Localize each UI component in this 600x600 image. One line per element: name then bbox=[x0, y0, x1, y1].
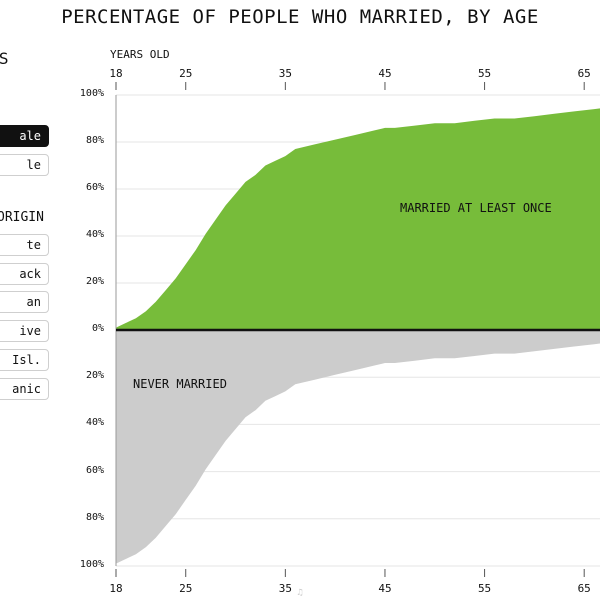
origin-button-hispanic[interactable]: anic bbox=[0, 378, 49, 400]
music-note-icon: ♫ bbox=[297, 588, 303, 598]
origin-button-white[interactable]: te bbox=[0, 234, 49, 256]
x-tick-label-top: 25 bbox=[179, 67, 193, 80]
y-tick-label: 100% bbox=[79, 559, 104, 570]
origin-button-asian[interactable]: an bbox=[0, 291, 49, 313]
x-tick-label-bottom: 35 bbox=[278, 582, 292, 595]
x-tick-label-top: 35 bbox=[278, 67, 292, 80]
y-tick-label: 0% bbox=[91, 323, 104, 334]
y-tick-label: 80% bbox=[85, 511, 104, 523]
x-tick-label-top: 65 bbox=[577, 67, 591, 80]
series-label-never-married: NEVER MARRIED bbox=[133, 377, 227, 391]
states-heading: ATES bbox=[0, 49, 9, 68]
x-tick-label-bottom: 25 bbox=[179, 582, 193, 595]
x-tick-label-bottom: 45 bbox=[378, 582, 392, 595]
y-tick-label: 80% bbox=[85, 135, 104, 146]
origin-button-pacific-isl[interactable]: Isl. bbox=[0, 349, 49, 371]
x-tick-label-bottom: 55 bbox=[477, 582, 492, 595]
page-title: PERCENTAGE OF PEOPLE WHO MARRIED, BY AGE bbox=[61, 6, 539, 28]
x-tick-label-bottom: 18 bbox=[109, 582, 123, 595]
x-tick-label-top: 45 bbox=[378, 67, 392, 80]
y-tick-label: 40% bbox=[85, 229, 104, 240]
sex-button-female[interactable]: le bbox=[0, 154, 49, 176]
x-axis-title: YEARS OLD bbox=[110, 48, 170, 61]
y-tick-label: 100% bbox=[79, 88, 104, 99]
never-married-area bbox=[116, 330, 600, 564]
married-area bbox=[116, 108, 600, 330]
origin-heading: ORIGIN bbox=[0, 210, 44, 225]
filter-sidebar: ATES ale le ORIGIN te ack an ive Isl. an… bbox=[0, 0, 60, 600]
y-tick-label: 20% bbox=[85, 370, 104, 382]
y-tick-label: 60% bbox=[85, 182, 104, 193]
x-tick-label-top: 18 bbox=[109, 67, 123, 80]
origin-button-native[interactable]: ive bbox=[0, 320, 49, 342]
series-label-married: MARRIED AT LEAST ONCE bbox=[400, 201, 552, 215]
y-tick-label: 40% bbox=[85, 417, 104, 429]
origin-button-black[interactable]: ack bbox=[0, 263, 49, 285]
y-tick-label: 20% bbox=[85, 276, 104, 287]
y-tick-label: 60% bbox=[85, 464, 104, 476]
sex-button-male[interactable]: ale bbox=[0, 125, 49, 147]
x-tick-label-top: 55 bbox=[477, 67, 492, 80]
x-tick-label-bottom: 65 bbox=[577, 582, 591, 595]
